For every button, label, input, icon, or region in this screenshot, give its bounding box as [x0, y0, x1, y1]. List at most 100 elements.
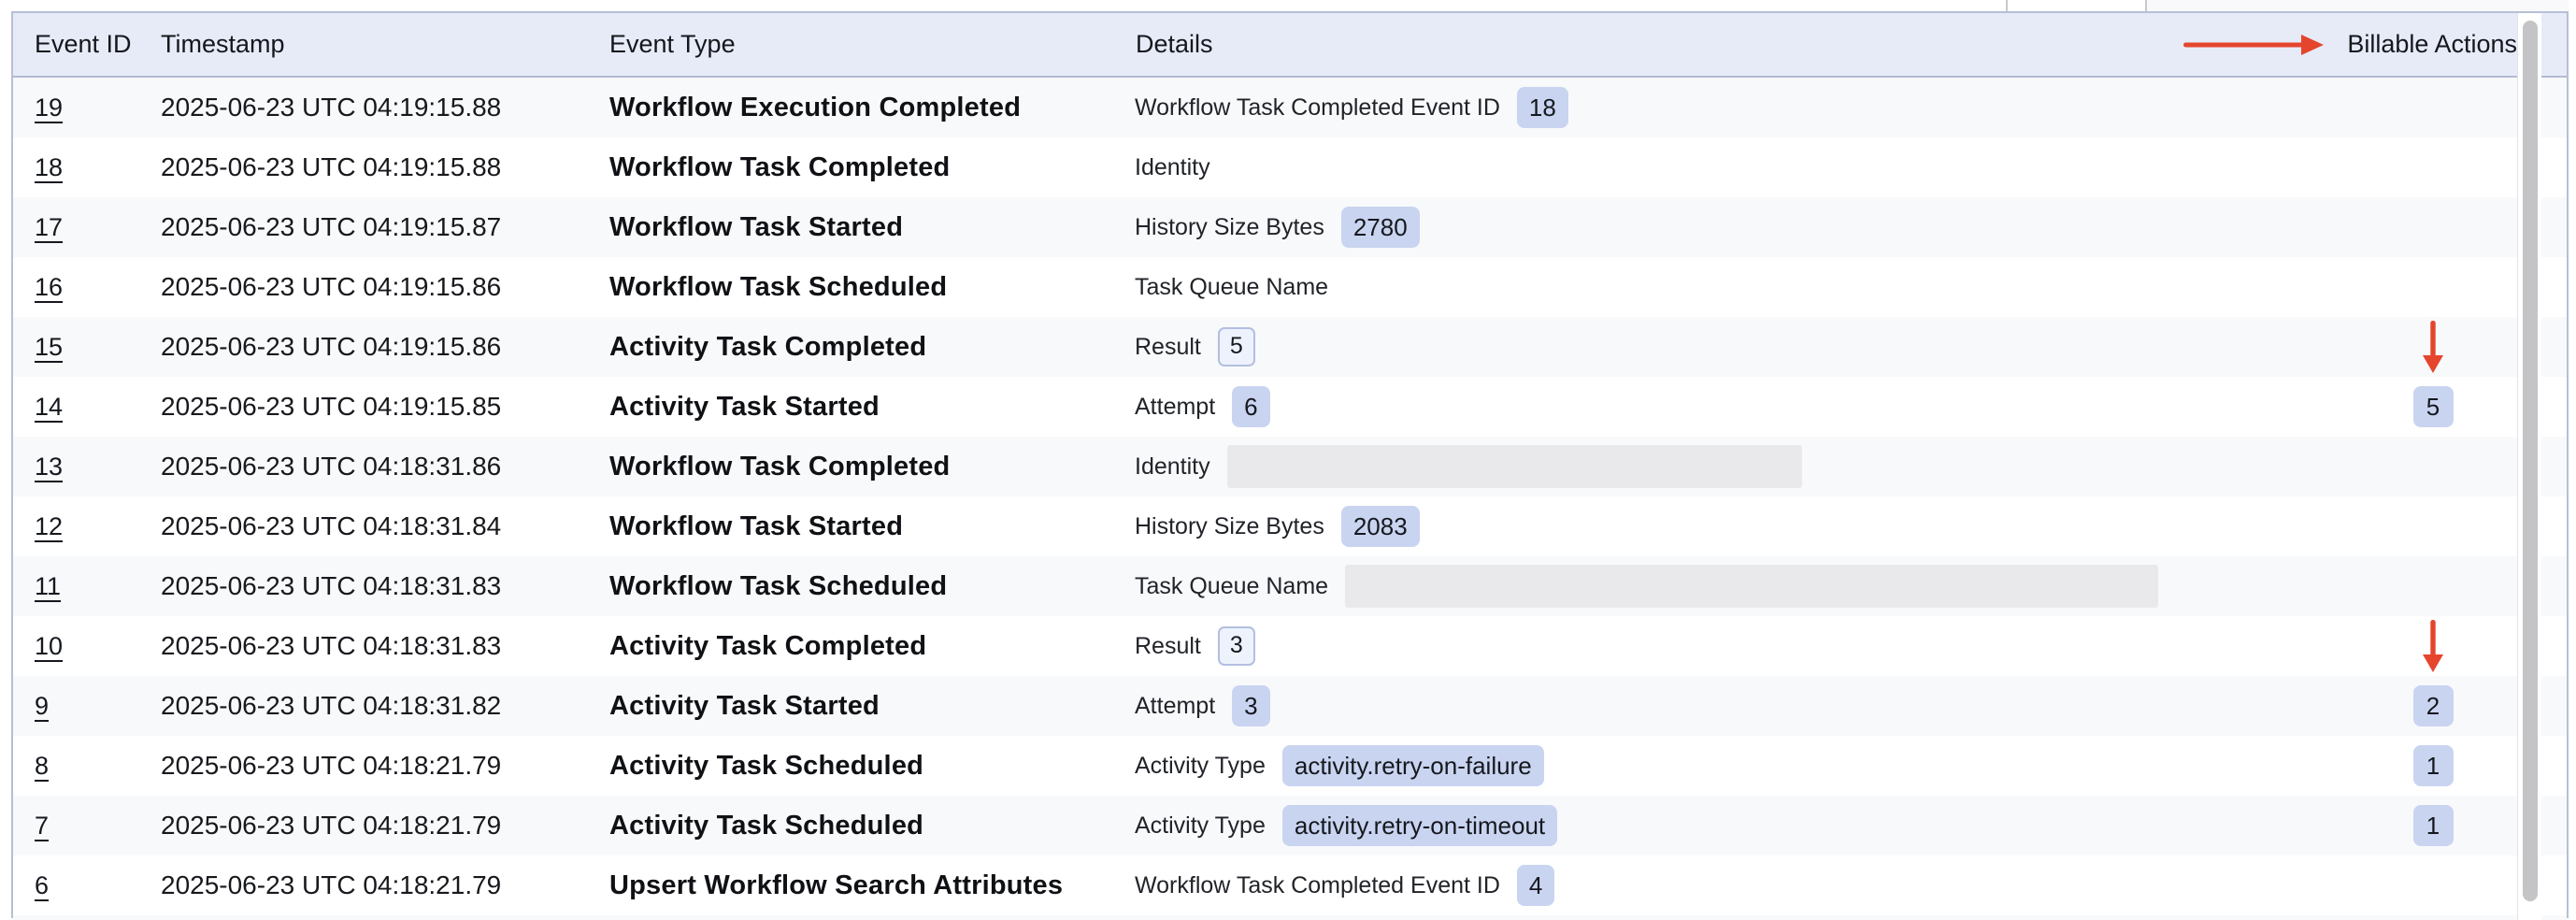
detail-label: Attempt	[1135, 692, 1216, 719]
event-type-cell: Workflow Task Completed	[609, 451, 951, 482]
event-id-link[interactable]: 14	[35, 392, 64, 421]
event-id-cell: 18	[35, 137, 63, 197]
event-id-link[interactable]: 17	[35, 212, 64, 241]
timestamp-cell: 2025-06-23 UTC 04:18:31.86	[161, 452, 502, 481]
detail-label: History Size Bytes	[1135, 213, 1324, 240]
detail-label: History Size Bytes	[1135, 512, 1324, 539]
billable-actions-cell	[2403, 496, 2463, 556]
event-id-link[interactable]: 19	[35, 93, 64, 122]
event-id-link[interactable]: 9	[35, 691, 50, 720]
scrollbar-track[interactable]	[2517, 13, 2541, 920]
detail-value-badge: 4	[1516, 864, 1555, 907]
details-cell: Identity	[1135, 137, 1210, 197]
detail-label: Activity Type	[1135, 812, 1266, 839]
billable-count-badge: 1	[2412, 804, 2454, 847]
timestamp-cell: 2025-06-23 UTC 04:18:31.83	[161, 631, 502, 660]
event-type-cell: Activity Task Completed	[609, 630, 927, 661]
event-id-link[interactable]: 11	[35, 571, 62, 600]
table-header-row: Event ID Timestamp Event Type Details Bi…	[13, 13, 2567, 78]
details-cell: Workflow Task Completed Event ID 18	[1135, 78, 1568, 137]
event-id-link[interactable]: 13	[35, 452, 64, 481]
event-type-cell: Activity Task Started	[609, 391, 880, 422]
details-cell: Attempt 3	[1135, 676, 1270, 736]
table-row[interactable]: 9 2025-06-23 UTC 04:18:31.82 Activity Task…	[13, 676, 2567, 736]
timestamp-cell: 2025-06-23 UTC 04:19:15.88	[161, 93, 502, 122]
column-header-event-type: Event Type	[609, 30, 736, 58]
table-row[interactable]: 11 2025-06-23 UTC 04:18:31.83 Workflow Tas…	[13, 556, 2567, 616]
table-row[interactable]: 12 2025-06-23 UTC 04:18:31.84 Workflow Tas…	[13, 496, 2567, 556]
timestamp-cell: 2025-06-23 UTC 04:18:31.82	[161, 691, 502, 720]
detail-label: Task Queue Name	[1135, 273, 1329, 300]
event-id-link[interactable]: 12	[35, 511, 64, 540]
event-id-link[interactable]: 16	[35, 272, 64, 301]
detail-label: Identity	[1135, 453, 1210, 480]
event-type-cell: Activity Task Started	[609, 690, 880, 721]
table-row[interactable]: 8 2025-06-23 UTC 04:18:21.79 Activity Task…	[13, 736, 2567, 796]
detail-label: Attempt	[1135, 393, 1216, 420]
event-id-cell: 7	[35, 796, 49, 855]
table-row[interactable]: 19 2025-06-23 UTC 04:19:15.88 Workflow Exe…	[13, 78, 2567, 137]
table-row[interactable]: 7 2025-06-23 UTC 04:18:21.79 Activity Task…	[13, 796, 2567, 855]
event-type-cell: Workflow Task Started	[609, 510, 904, 541]
detail-value-badge: activity.retry-on-timeout	[1281, 804, 1558, 847]
event-id-cell: 10	[35, 616, 63, 676]
event-id-cell: 14	[35, 377, 63, 437]
event-id-link[interactable]: 10	[35, 631, 64, 660]
billable-count-badge: 2	[2412, 684, 2454, 727]
table-row[interactable]: 14 2025-06-23 UTC 04:19:15.85 Activity Tas…	[13, 377, 2567, 437]
detail-value-badge: 2780	[1340, 206, 1420, 249]
table-row[interactable]: 6 2025-06-23 UTC 04:18:21.79 Upsert Workfl…	[13, 855, 2567, 915]
remnant-divider	[2006, 0, 2008, 11]
timestamp-cell: 2025-06-23 UTC 04:19:15.86	[161, 272, 502, 301]
remnant-divider	[2145, 0, 2147, 11]
billable-actions-cell	[2403, 437, 2463, 496]
billable-actions-cell: 1	[2403, 796, 2463, 855]
billable-actions-cell	[2403, 257, 2463, 317]
event-id-cell: 11	[35, 556, 61, 616]
event-id-cell: 13	[35, 437, 63, 496]
table-row[interactable]: 18 2025-06-23 UTC 04:19:15.88 Workflow Tas…	[13, 137, 2567, 197]
detail-label: Identity	[1135, 153, 1210, 180]
details-cell: Identity	[1135, 437, 1802, 496]
table-row[interactable]: 15 2025-06-23 UTC 04:19:15.86 Activity Tas…	[13, 317, 2567, 377]
timestamp-cell: 2025-06-23 UTC 04:18:21.79	[161, 751, 502, 780]
event-id-cell: 19	[35, 78, 63, 137]
billable-actions-cell	[2403, 197, 2463, 257]
event-type-cell: Activity Task Completed	[609, 331, 927, 362]
event-id-link[interactable]: 8	[35, 751, 50, 780]
detail-value-badge: 18	[1516, 86, 1568, 129]
table-row[interactable]: 16 2025-06-23 UTC 04:19:15.86 Workflow Tas…	[13, 257, 2567, 317]
billable-count-badge: 1	[2412, 744, 2454, 787]
event-id-link[interactable]: 18	[35, 152, 64, 181]
timestamp-cell: 2025-06-23 UTC 04:18:21.79	[161, 870, 502, 899]
details-cell: Attempt 6	[1135, 377, 1270, 437]
detail-label: Workflow Task Completed Event ID	[1135, 93, 1500, 121]
event-type-cell: Upsert Workflow Search Attributes	[609, 870, 1064, 900]
detail-label: Task Queue Name	[1135, 572, 1329, 599]
redacted-value-block	[1345, 565, 2159, 608]
detail-value-badge: 2083	[1340, 505, 1420, 548]
scrollbar-thumb[interactable]	[2523, 21, 2538, 901]
table-row[interactable]: 13 2025-06-23 UTC 04:18:31.86 Workflow Tas…	[13, 437, 2567, 496]
billable-actions-cell: 1	[2403, 736, 2463, 796]
billable-count-badge: 5	[2412, 385, 2454, 428]
event-id-cell: 8	[35, 736, 49, 796]
event-id-link[interactable]: 15	[35, 332, 64, 361]
timestamp-cell: 2025-06-23 UTC 04:19:15.88	[161, 152, 502, 181]
event-id-link[interactable]: 7	[35, 811, 50, 840]
billable-actions-cell: 5	[2403, 377, 2463, 437]
detail-value-badge: 3	[1217, 626, 1255, 666]
column-header-event-id: Event ID	[35, 30, 132, 58]
column-header-timestamp: Timestamp	[161, 30, 285, 58]
billable-actions-cell: 2	[2403, 676, 2463, 736]
annotation-arrow-right-icon	[2183, 35, 2324, 55]
detail-label: Workflow Task Completed Event ID	[1135, 871, 1500, 898]
annotation-arrow-down-icon	[2423, 321, 2443, 373]
timestamp-cell: 2025-06-23 UTC 04:19:15.85	[161, 392, 502, 421]
event-id-link[interactable]: 6	[35, 870, 50, 899]
billable-actions-cell	[2403, 556, 2463, 616]
table-row[interactable]: 17 2025-06-23 UTC 04:19:15.87 Workflow Tas…	[13, 197, 2567, 257]
details-cell: History Size Bytes 2083	[1135, 496, 1420, 556]
table-row[interactable]: 10 2025-06-23 UTC 04:18:31.83 Activity Tas…	[13, 616, 2567, 676]
timestamp-cell: 2025-06-23 UTC 04:18:31.83	[161, 571, 502, 600]
